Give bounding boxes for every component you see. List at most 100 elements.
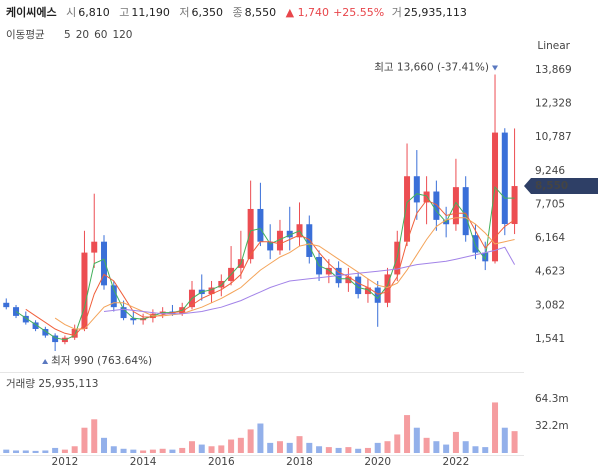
y-tick-label: 6,164 <box>535 232 565 244</box>
volume-bar <box>345 447 352 453</box>
volume-bar <box>237 437 244 453</box>
candle-body <box>306 224 313 257</box>
candle-body <box>423 191 430 203</box>
candle-body <box>91 241 98 253</box>
candle-body <box>22 315 29 323</box>
candle-body <box>110 285 117 308</box>
change: ▲ 1,740 <box>285 6 330 19</box>
volume-tick-label: 32.2m <box>535 420 569 432</box>
legend-entry: 60 <box>94 29 107 41</box>
volume-bar <box>364 447 371 453</box>
candle-body <box>257 208 264 242</box>
high-annotation: 최고 13,660 (-37.41%) <box>374 62 489 74</box>
volume-bar <box>179 447 186 453</box>
volume-bar <box>296 436 303 453</box>
moving-average-line <box>15 185 515 341</box>
volume-bar <box>511 431 518 453</box>
change-pct: +25.55% <box>333 6 385 19</box>
volume-bar <box>140 450 147 453</box>
volume-bar <box>22 450 29 453</box>
y-tick-label: 3,082 <box>535 299 565 311</box>
candle-body <box>433 191 440 220</box>
volume-bar <box>52 447 59 453</box>
value: 11,190 <box>131 6 170 19</box>
volume-bar <box>482 447 489 453</box>
legend-title: 이동평균 <box>6 29 45 41</box>
candle-body <box>71 328 78 338</box>
volume-bar <box>101 437 108 453</box>
label: 종 <box>232 6 243 19</box>
volume-bar <box>306 442 313 453</box>
volume-bar <box>394 434 401 453</box>
volume-bar <box>384 441 391 453</box>
volume-bar <box>492 402 499 453</box>
volume-bar <box>32 450 39 453</box>
volume-bar <box>208 446 215 453</box>
candle-body <box>286 230 293 238</box>
volume-bar <box>81 427 88 453</box>
volume-bar <box>188 441 195 453</box>
volume-bar <box>218 445 225 453</box>
legend-entry: 20 <box>76 29 89 41</box>
volume-title: 거래량 25,935,113 <box>6 378 98 390</box>
candle-body <box>374 287 381 303</box>
volume-bar <box>325 447 332 453</box>
volume-bar <box>335 447 342 453</box>
candle-body <box>42 328 49 336</box>
volume-bar <box>316 446 323 453</box>
low-marker <box>42 359 49 365</box>
high-marker <box>492 65 499 71</box>
volume-bar <box>413 427 420 453</box>
candle-body <box>52 335 59 343</box>
volume-bar <box>42 450 49 453</box>
header: 케이씨에스 시 6,810 고 11,190 저 6,350 종 8,550 ▲ 1,7… <box>6 4 473 20</box>
candle-body <box>472 235 479 253</box>
x-axis-line <box>0 455 524 456</box>
volume-bar <box>13 450 20 453</box>
volume-bar <box>130 449 137 453</box>
x-tick-label: 2014 <box>130 456 157 468</box>
volume-bar <box>3 449 10 453</box>
candle-body <box>3 302 10 308</box>
volume-bar <box>443 444 450 453</box>
x-tick-label: 2016 <box>208 456 235 468</box>
volume-bar <box>228 439 235 453</box>
volume-bar <box>91 419 98 453</box>
volume-bar <box>276 441 283 453</box>
price-tag-label: 8,550 <box>535 180 568 192</box>
candle-body <box>345 276 352 284</box>
candle-body <box>492 132 499 262</box>
volume-bar <box>286 442 293 453</box>
candle-body <box>501 132 508 225</box>
moving-average-line <box>25 199 515 337</box>
candle-body <box>355 276 362 295</box>
low-annotation: 최저 990 (763.64%) <box>51 355 152 367</box>
volume-bar <box>462 441 469 453</box>
volume-bar <box>198 444 205 453</box>
candle-body <box>452 187 459 225</box>
candle-body <box>404 176 411 242</box>
value: 6,810 <box>78 6 110 19</box>
scale-label[interactable]: Linear <box>537 40 570 52</box>
volume-bar <box>159 448 166 453</box>
x-tick-label: 2018 <box>286 456 313 468</box>
volume-bar <box>404 415 411 453</box>
candle-body <box>511 186 518 225</box>
y-tick-label: 4,623 <box>535 266 565 278</box>
candle-body <box>208 287 215 295</box>
x-tick-label: 2012 <box>52 456 79 468</box>
volume-bar <box>71 446 78 453</box>
volume-bar <box>452 431 459 453</box>
y-tick-label: 7,705 <box>535 198 565 210</box>
candle-body <box>384 274 391 303</box>
candle-body <box>325 267 332 275</box>
stock-name: 케이씨에스 <box>6 6 57 19</box>
candle-body <box>101 241 108 286</box>
volume-bar <box>355 448 362 453</box>
candle-body <box>364 287 371 295</box>
moving-average-line <box>103 246 516 315</box>
moving-average-line <box>54 217 515 330</box>
y-tick-label: 12,328 <box>535 98 572 110</box>
volume-bar <box>110 446 117 453</box>
